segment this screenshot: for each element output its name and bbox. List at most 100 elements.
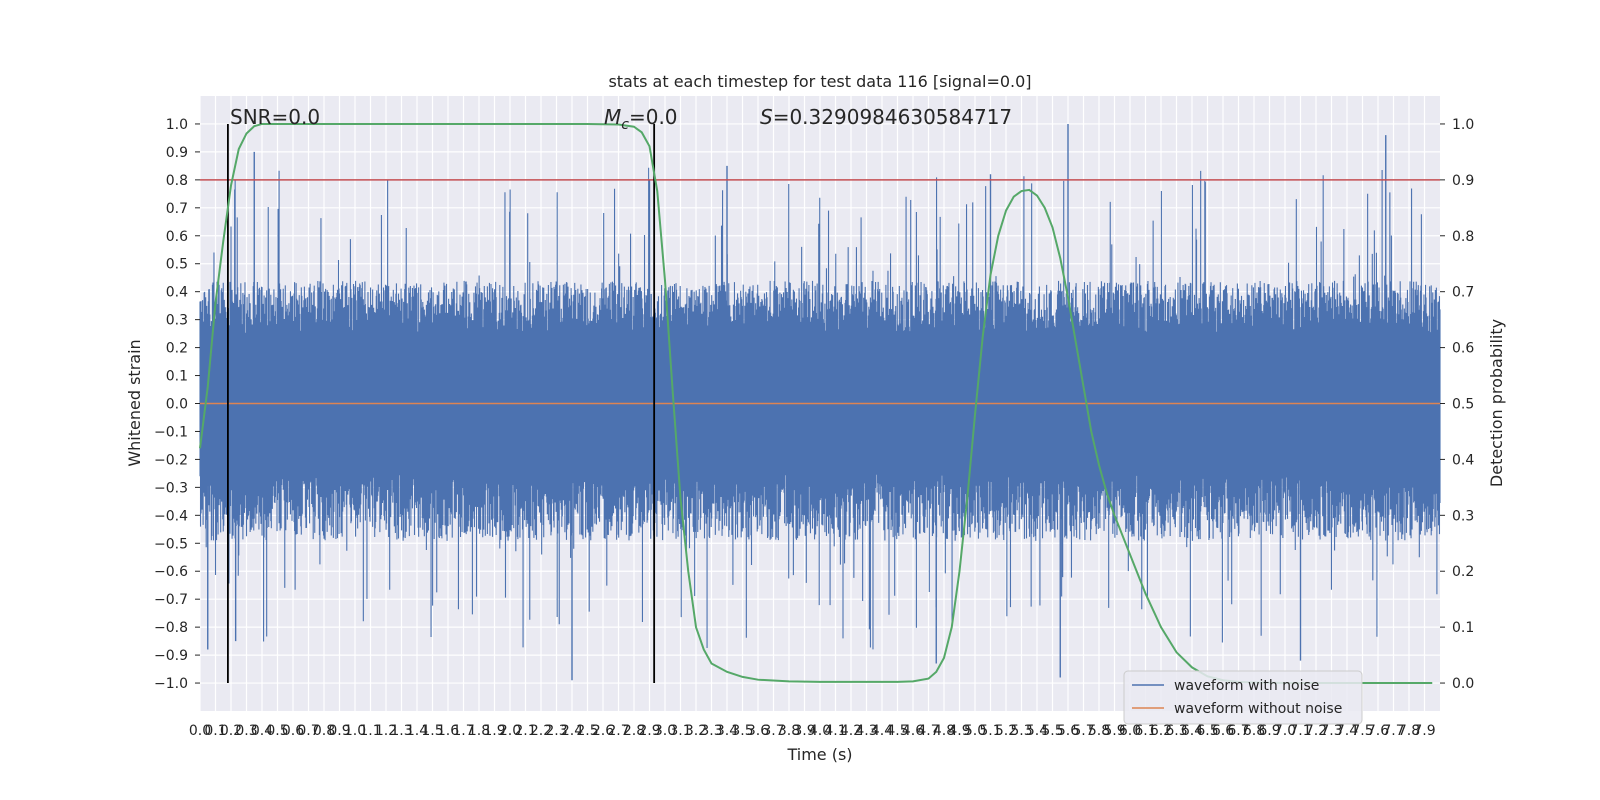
x-tick-label: 6.5	[1196, 723, 1218, 739]
x-tick-label: 5.2	[995, 723, 1017, 739]
x-tick-label: 6.8	[1243, 723, 1265, 739]
mc-value: =0.0	[629, 105, 678, 129]
x-tick-label: 0.7	[297, 723, 319, 739]
x-tick-label: 2.4	[561, 723, 583, 739]
legend-label-clean: waveform without noise	[1174, 701, 1342, 717]
x-tick-label: 3.1	[669, 723, 691, 739]
x-tick-label: 6.1	[1134, 723, 1156, 739]
y2-tick-label: 0.6	[1452, 341, 1474, 357]
y2-tick-label: 0.2	[1452, 564, 1474, 580]
x-tick-label: 7.7	[1382, 723, 1404, 739]
x-tick-label: 4.5	[886, 723, 908, 739]
chart-title: stats at each timestep for test data 116…	[608, 72, 1031, 91]
y-tick-label: 0.9	[166, 145, 188, 161]
x-tick-label: 6.4	[1181, 723, 1203, 739]
x-tick-label: 6.0	[1119, 723, 1141, 739]
x-tick-label: 5.0	[964, 723, 986, 739]
y-tick-label: −1.0	[154, 676, 188, 692]
x-tick-label: 1.1	[359, 723, 381, 739]
y-tick-label: 0.4	[166, 285, 188, 301]
x-tick-label: 7.9	[1413, 723, 1435, 739]
x-tick-label: 4.8	[933, 723, 955, 739]
x-tick-label: 4.4	[871, 723, 893, 739]
mc-symbol: M	[604, 105, 621, 129]
x-tick-label: 6.3	[1165, 723, 1187, 739]
x-tick-label: 2.6	[592, 723, 614, 739]
x-tick-label: 7.0	[1274, 723, 1296, 739]
x-tick-label: 6.7	[1227, 723, 1249, 739]
x-tick-label: 3.6	[747, 723, 769, 739]
x-tick-label: 3.9	[793, 723, 815, 739]
x-tick-label: 0.6	[282, 723, 304, 739]
y2-tick-label: 1.0	[1452, 117, 1474, 133]
x-tick-label: 0.9	[328, 723, 350, 739]
x-tick-label: 4.1	[824, 723, 846, 739]
x-tick-label: 1.9	[483, 723, 505, 739]
x-tick-label: 2.8	[623, 723, 645, 739]
x-tick-label: 7.4	[1336, 723, 1358, 739]
x-tick-label: 3.2	[685, 723, 707, 739]
x-tick-label: 3.7	[762, 723, 784, 739]
x-tick-label: 7.8	[1398, 723, 1420, 739]
x-tick-label: 7.3	[1320, 723, 1342, 739]
x-tick-label: 4.7	[917, 723, 939, 739]
x-tick-label: 3.3	[700, 723, 722, 739]
x-axis-label: Time (s)	[786, 745, 852, 764]
s-annotation: S=0.3290984630584717	[760, 105, 1012, 129]
x-tick-label: 5.4	[1026, 723, 1048, 739]
legend-box	[1123, 670, 1363, 725]
x-tick-label: 1.0	[344, 723, 366, 739]
x-tick-label: 0.3	[235, 723, 257, 739]
y-tick-label: 0.3	[166, 313, 188, 329]
snr-annotation: SNR=0.0	[230, 105, 320, 129]
y-tick-label: −0.4	[154, 508, 188, 524]
x-tick-label: 3.4	[716, 723, 738, 739]
y-tick-label: −0.5	[154, 536, 188, 552]
x-tick-label: 6.6	[1212, 723, 1234, 739]
x-tick-label: 0.2	[220, 723, 242, 739]
x-tick-label: 0.1	[204, 723, 226, 739]
mc-annotation: Mc=0.0	[604, 105, 678, 133]
y-tick-label: 0.5	[166, 257, 188, 273]
x-tick-label: 3.8	[778, 723, 800, 739]
y2-tick-label: 0.4	[1452, 452, 1474, 468]
x-tick-label: 1.4	[406, 723, 428, 739]
x-tick-label: 5.5	[1041, 723, 1063, 739]
y2-tick-label: 0.8	[1452, 229, 1474, 245]
x-tick-label: 2.3	[545, 723, 567, 739]
legend-label-noise: waveform with noise	[1174, 678, 1319, 694]
y-axis-label: Whitened strain	[125, 339, 144, 466]
x-tick-label: 0.8	[313, 723, 335, 739]
x-tick-label: 2.1	[514, 723, 536, 739]
y-tick-label: 0.6	[166, 229, 188, 245]
x-tick-label: 2.2	[530, 723, 552, 739]
noise-waveform	[199, 123, 1441, 681]
x-tick-label: 3.5	[731, 723, 753, 739]
mc-subscript: c	[621, 117, 629, 133]
y2-tick-label: 0.1	[1452, 620, 1474, 636]
y2-tick-label: 0.5	[1452, 397, 1474, 413]
s-symbol: S	[760, 105, 773, 129]
x-tick-label: 3.0	[654, 723, 676, 739]
s-value: =0.3290984630584717	[773, 105, 1012, 129]
x-tick-label: 4.3	[855, 723, 877, 739]
overlay	[199, 122, 1440, 685]
x-tick-label: 6.9	[1258, 723, 1280, 739]
x-tick-label: 5.9	[1103, 723, 1125, 739]
y-tick-label: 0.7	[166, 201, 188, 217]
x-tick-label: 5.1	[979, 723, 1001, 739]
x-tick-label: 5.7	[1072, 723, 1094, 739]
y2-tick-label: 0.7	[1452, 285, 1474, 301]
x-tick-label: 5.6	[1057, 723, 1079, 739]
x-tick-label: 5.3	[1010, 723, 1032, 739]
y-tick-label: −0.9	[154, 648, 188, 664]
x-tick-label: 1.7	[452, 723, 474, 739]
y2-tick-label: 0.0	[1452, 676, 1474, 692]
y2-tick-label: 0.9	[1452, 173, 1474, 189]
legend: waveform with noise waveform without noi…	[1123, 670, 1363, 725]
x-tick-label: 1.5	[421, 723, 443, 739]
x-tick-label: 1.6	[437, 723, 459, 739]
x-tick-label: 7.5	[1351, 723, 1373, 739]
x-tick-label: 7.1	[1289, 723, 1311, 739]
